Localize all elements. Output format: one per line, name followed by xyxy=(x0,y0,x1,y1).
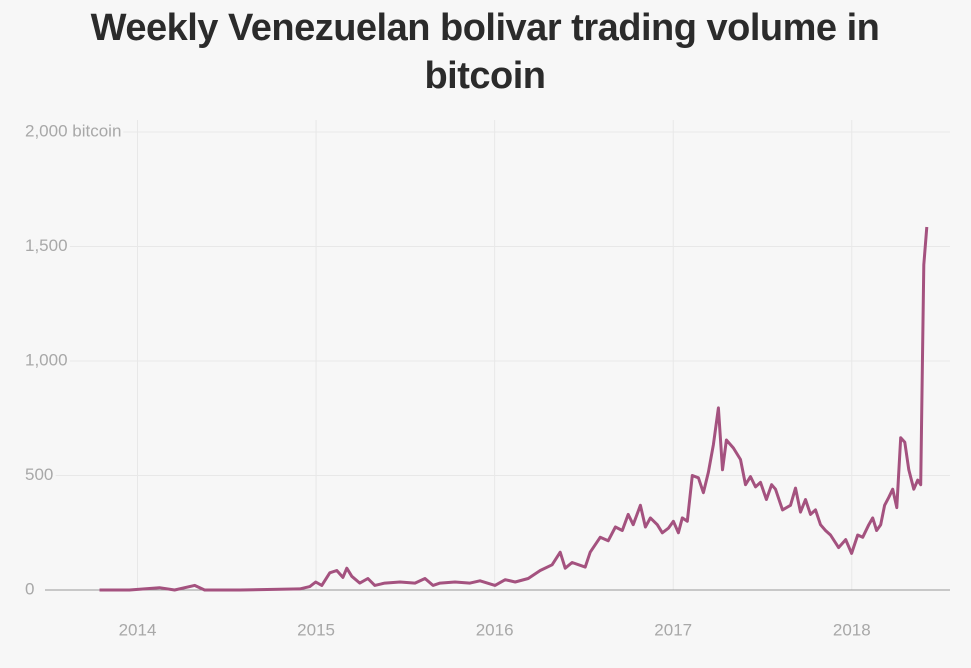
y-tick-label: 500 xyxy=(25,465,53,484)
y-tick-label: 1,000 xyxy=(25,350,68,369)
x-tick-label: 2014 xyxy=(119,620,157,639)
x-tick-label: 2017 xyxy=(654,620,692,639)
data-line xyxy=(99,226,929,592)
x-tick-label: 2015 xyxy=(297,620,335,639)
x-tick-label: 2018 xyxy=(833,620,871,639)
chart-title: Weekly Venezuelan bolivar trading volume… xyxy=(90,7,880,97)
y-tick-label: 2,000 bitcoin xyxy=(25,121,121,140)
y-tick-label: 1,500 xyxy=(25,236,68,255)
x-tick-label: 2016 xyxy=(476,620,514,639)
y-tick-label: 0 xyxy=(25,579,34,598)
